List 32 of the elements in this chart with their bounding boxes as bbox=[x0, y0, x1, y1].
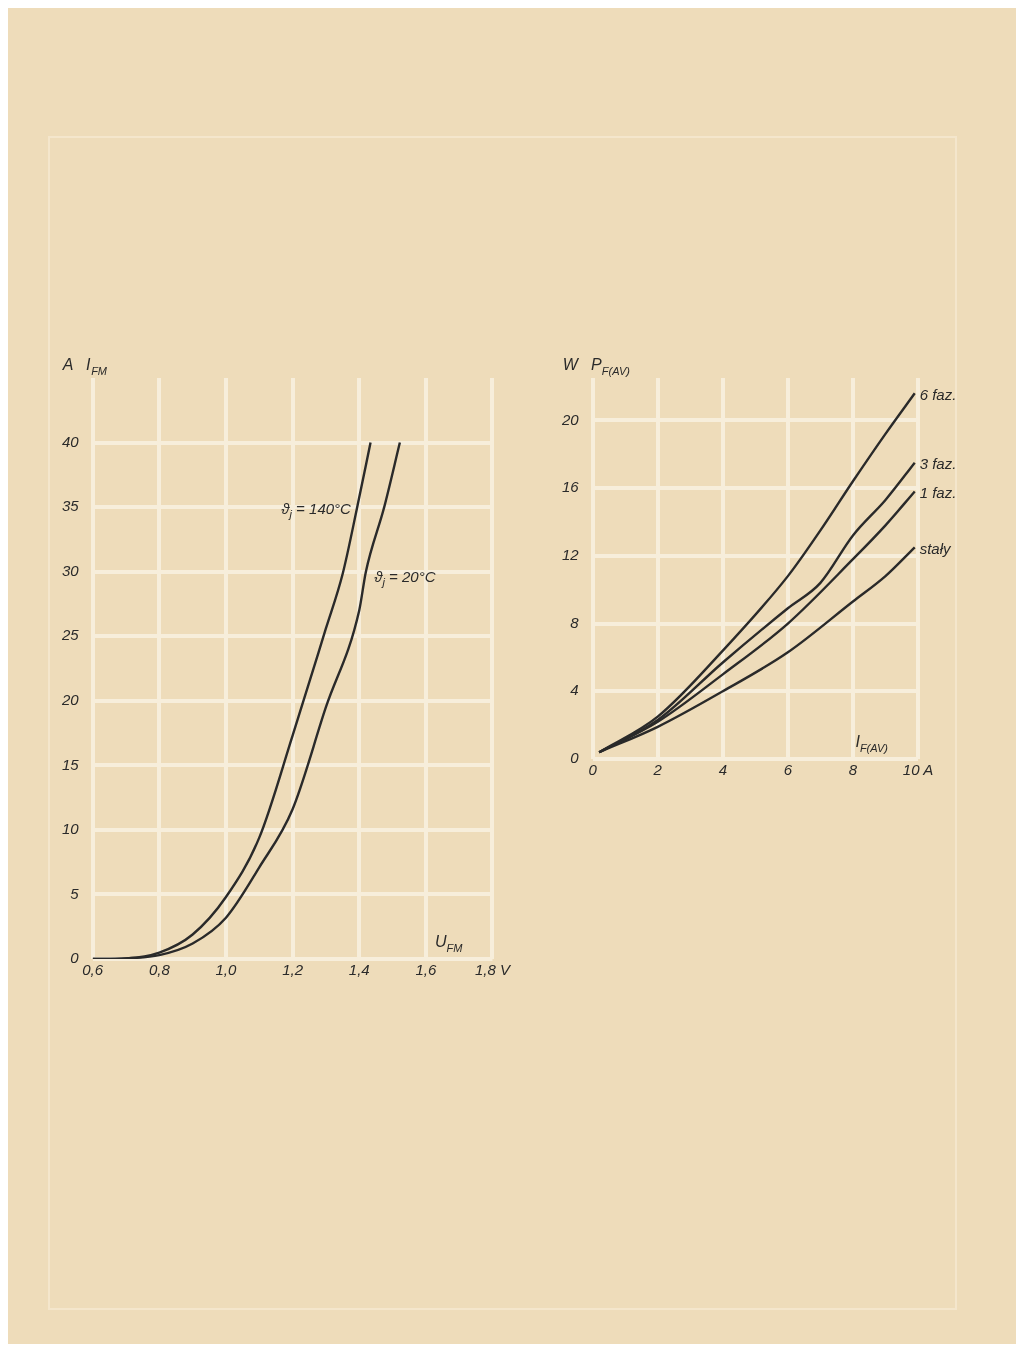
y-tick-label: 16 bbox=[562, 478, 580, 496]
x-tick-label: 6 bbox=[783, 761, 793, 779]
series-label: 3 faz. bbox=[919, 455, 957, 473]
y-tick-label: 8 bbox=[570, 613, 580, 631]
y-tick-label: 0 bbox=[70, 949, 80, 967]
y-tick-label: 20 bbox=[61, 690, 80, 708]
series-label: 6 faz. bbox=[919, 386, 957, 404]
x-tick-label: 0,8 bbox=[148, 961, 171, 979]
y-tick-label: 20 bbox=[561, 410, 580, 428]
x-tick-label: 1,2 bbox=[282, 961, 304, 979]
y-tick-label: 5 bbox=[70, 884, 80, 902]
y-tick-label: 40 bbox=[62, 432, 80, 450]
series-label: 1 faz. bbox=[919, 484, 957, 502]
y-tick-label: 25 bbox=[61, 626, 80, 644]
y-tick-label: 15 bbox=[62, 755, 80, 773]
y-tick-label: 0 bbox=[570, 749, 580, 767]
y-tick-label: 4 bbox=[570, 681, 579, 699]
x-tick-label: 1,6 bbox=[415, 961, 437, 979]
y-tick-label: 10 bbox=[62, 820, 80, 838]
y-tick-label: 30 bbox=[62, 561, 80, 579]
x-tick-label: 8 bbox=[848, 761, 858, 779]
y-tick-label: 12 bbox=[562, 545, 580, 563]
x-tick-label: 1,4 bbox=[348, 961, 370, 979]
y-tick-label: 35 bbox=[62, 497, 80, 515]
x-tick-label: 0,6 bbox=[82, 961, 104, 979]
x-tick-label: 1,0 bbox=[215, 961, 238, 979]
x-tick-label: 2 bbox=[652, 761, 663, 779]
series-label: stały bbox=[919, 540, 952, 558]
x-tick-label: 0 bbox=[588, 761, 598, 779]
x-tick-label: 1,8 V bbox=[474, 961, 512, 979]
x-tick-label: 10 A bbox=[902, 761, 934, 779]
x-tick-label: 4 bbox=[718, 761, 727, 779]
